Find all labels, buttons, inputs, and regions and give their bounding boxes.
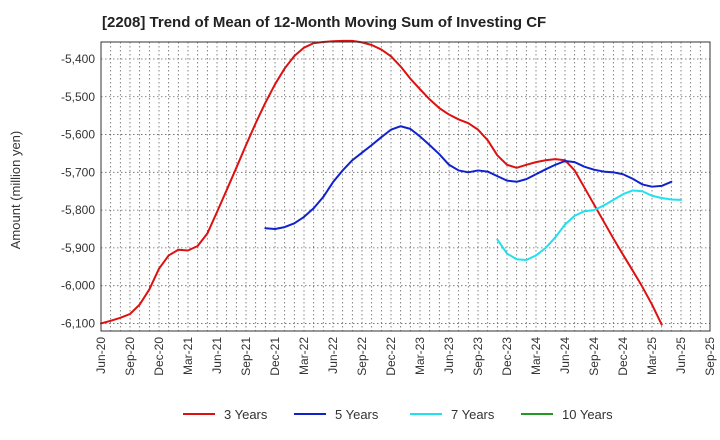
y-tick-label: -6,100 xyxy=(61,316,95,330)
x-tick-label: Jun-20 xyxy=(94,337,108,374)
grid xyxy=(100,42,711,331)
series-line-5-years xyxy=(264,125,673,230)
x-tick-label: Sep-24 xyxy=(587,337,601,376)
y-tick-label: -6,000 xyxy=(61,279,95,293)
x-tick-label: Dec-20 xyxy=(152,337,166,376)
x-tick-label: Sep-20 xyxy=(123,337,137,376)
y-tick-label: -5,400 xyxy=(61,52,95,66)
y-tick-label: -5,700 xyxy=(61,165,95,179)
x-tick-label: Sep-25 xyxy=(703,337,717,376)
legend-item-3-years: 3 Years xyxy=(183,407,268,422)
chart-title: [2208] Trend of Mean of 12-Month Moving … xyxy=(102,14,546,31)
x-tick-label: Mar-23 xyxy=(413,337,427,375)
legend-label: 3 Years xyxy=(224,407,268,422)
y-tick-label: -5,500 xyxy=(61,90,95,104)
x-tick-label: Jun-21 xyxy=(210,337,224,374)
x-tick-label: Jun-23 xyxy=(442,337,456,374)
x-tick-label: Dec-24 xyxy=(616,337,630,376)
y-axis-label: Amount (million yen) xyxy=(8,131,23,250)
x-tick-label: Jun-24 xyxy=(558,337,572,374)
x-tick-label: Mar-22 xyxy=(297,337,311,375)
series-line-7-years xyxy=(496,189,682,261)
y-axis: -5,400 -5,500 -5,600 -5,700 -5,800 -5,900 -6,0… xyxy=(61,52,95,330)
plot-area xyxy=(100,41,711,332)
legend: 3 Years 5 Years 7 Years 10 Years xyxy=(183,407,613,422)
legend-item-5-years: 5 Years xyxy=(294,407,379,422)
x-tick-label: Mar-25 xyxy=(645,337,659,375)
series-layer xyxy=(100,39,682,326)
x-tick-label: Sep-23 xyxy=(471,337,485,376)
x-tick-label: Jun-22 xyxy=(326,337,340,374)
y-tick-label: -5,800 xyxy=(61,203,95,217)
x-tick-label: Mar-21 xyxy=(181,337,195,375)
x-tick-label: Jun-25 xyxy=(674,337,688,374)
x-tick-label: Dec-23 xyxy=(500,337,514,376)
x-tick-label: Dec-21 xyxy=(268,337,282,376)
y-tick-label: -5,900 xyxy=(61,241,95,255)
legend-item-7-years: 7 Years xyxy=(410,407,495,422)
x-tick-label: Dec-22 xyxy=(384,337,398,376)
y-tick-label: -5,600 xyxy=(61,128,95,142)
x-tick-label: Sep-21 xyxy=(239,337,253,376)
legend-label: 10 Years xyxy=(562,407,613,422)
x-tick-label: Sep-22 xyxy=(355,337,369,376)
legend-label: 5 Years xyxy=(335,407,379,422)
legend-label: 7 Years xyxy=(451,407,495,422)
x-tick-label: Mar-24 xyxy=(529,337,543,375)
legend-item-10-years: 10 Years xyxy=(521,407,613,422)
series-line-3-years xyxy=(100,39,663,326)
x-axis: Jun-20 Sep-20 Dec-20 Mar-21 Jun-21 Sep-21 Dec-… xyxy=(94,337,717,376)
